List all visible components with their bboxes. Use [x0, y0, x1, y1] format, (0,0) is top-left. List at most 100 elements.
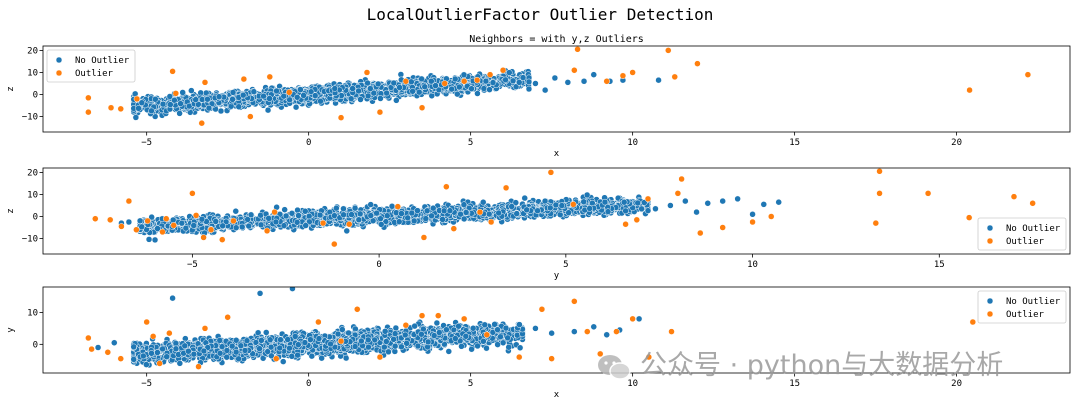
inlier-point — [135, 105, 142, 112]
inlier-point — [148, 107, 155, 115]
inlier-point — [177, 100, 184, 107]
legend-label: Outlier — [75, 69, 114, 79]
inlier-point — [300, 92, 307, 99]
outlier-point — [619, 72, 627, 80]
inlier-point — [260, 92, 267, 100]
inlier-point — [229, 89, 237, 96]
outlier-point — [665, 47, 672, 54]
outlier-point — [441, 80, 448, 87]
inlier-point — [377, 95, 384, 102]
inlier-point — [331, 85, 339, 92]
inlier-point — [451, 75, 459, 83]
inlier-point — [556, 211, 564, 218]
inlier-point — [311, 92, 319, 99]
inlier-point — [456, 83, 463, 91]
inlier-point — [192, 96, 199, 103]
outlier-point — [966, 86, 973, 94]
outlier-point — [133, 95, 141, 103]
inlier-point — [364, 92, 372, 100]
inlier-point — [179, 89, 186, 96]
inlier-point — [390, 79, 398, 87]
inlier-point — [152, 96, 159, 103]
inlier-point — [364, 79, 371, 87]
x-tick-label: 5 — [468, 138, 473, 148]
inlier-point — [655, 76, 662, 84]
panel-title: Neighbors = with y,z Outliers — [469, 34, 644, 45]
inlier-point — [525, 85, 533, 93]
inlier-point — [132, 114, 140, 121]
outlier-point — [629, 69, 636, 76]
inlier-point — [280, 92, 288, 100]
inlier-point — [541, 86, 549, 94]
inlier-point — [374, 80, 382, 88]
outlier-point — [460, 78, 468, 85]
outlier-point — [172, 90, 180, 97]
inlier-point — [506, 69, 513, 76]
inlier-point — [266, 95, 273, 102]
x-tick-label: −5 — [141, 138, 152, 148]
inlier-point — [317, 97, 324, 105]
inlier-point — [235, 103, 243, 111]
scatter-points — [85, 46, 1032, 127]
inlier-point — [176, 110, 183, 117]
outlier-point — [574, 46, 581, 53]
inlier-point — [515, 79, 523, 86]
inlier-point — [367, 85, 374, 92]
inlier-point — [388, 203, 396, 210]
inlier-point — [370, 89, 378, 97]
inlier-point — [301, 208, 309, 215]
outlier-point — [402, 78, 410, 85]
inlier-point — [393, 97, 400, 104]
outlier-point — [85, 94, 92, 102]
outlier-point — [671, 73, 679, 81]
inlier-point — [502, 76, 509, 84]
inlier-point — [448, 85, 455, 93]
inlier-point — [232, 207, 240, 215]
outlier-point — [266, 73, 274, 81]
outlier-point — [418, 104, 426, 111]
outlier-point — [117, 105, 125, 113]
inlier-point — [435, 86, 443, 94]
outlier-point — [337, 114, 345, 121]
outlier-point — [376, 108, 384, 116]
inlier-point — [397, 71, 405, 78]
y-tick-label: 0 — [33, 91, 38, 101]
outlier-point — [694, 60, 701, 67]
inlier-point — [171, 96, 178, 104]
y-axis-label: z — [6, 86, 16, 91]
outlier-point — [169, 68, 176, 75]
x-tick-label: 15 — [789, 138, 800, 148]
inlier-point — [347, 95, 355, 102]
inlier-point — [460, 71, 468, 79]
y-tick-label: −10 — [22, 113, 38, 123]
inlier-point — [421, 83, 428, 91]
inlier-point — [349, 85, 356, 92]
inlier-point — [138, 99, 146, 106]
inlier-point — [286, 96, 293, 104]
outlier-point — [201, 79, 209, 86]
inlier-point — [166, 93, 174, 100]
inlier-point — [167, 101, 174, 108]
outlier-point — [571, 67, 578, 74]
legend-marker — [55, 56, 63, 64]
inlier-point — [409, 88, 416, 95]
inlier-point — [281, 206, 288, 213]
inlier-point — [454, 90, 461, 98]
inlier-point — [486, 86, 493, 93]
inlier-point — [532, 80, 539, 87]
inlier-point — [509, 77, 517, 85]
inlier-point — [580, 78, 588, 85]
inlier-point — [145, 236, 153, 243]
outlier-point — [247, 113, 254, 120]
outlier-point — [603, 78, 610, 85]
inlier-point — [383, 89, 390, 97]
inlier-point — [415, 88, 423, 96]
inlier-point — [205, 104, 213, 112]
inlier-point — [239, 91, 247, 99]
inlier-point — [590, 71, 598, 78]
inlier-point — [188, 87, 195, 94]
outlier-point — [107, 104, 115, 111]
inlier-point — [521, 194, 528, 202]
y-tick-label: 20 — [27, 46, 38, 56]
inlier-point — [204, 95, 211, 103]
